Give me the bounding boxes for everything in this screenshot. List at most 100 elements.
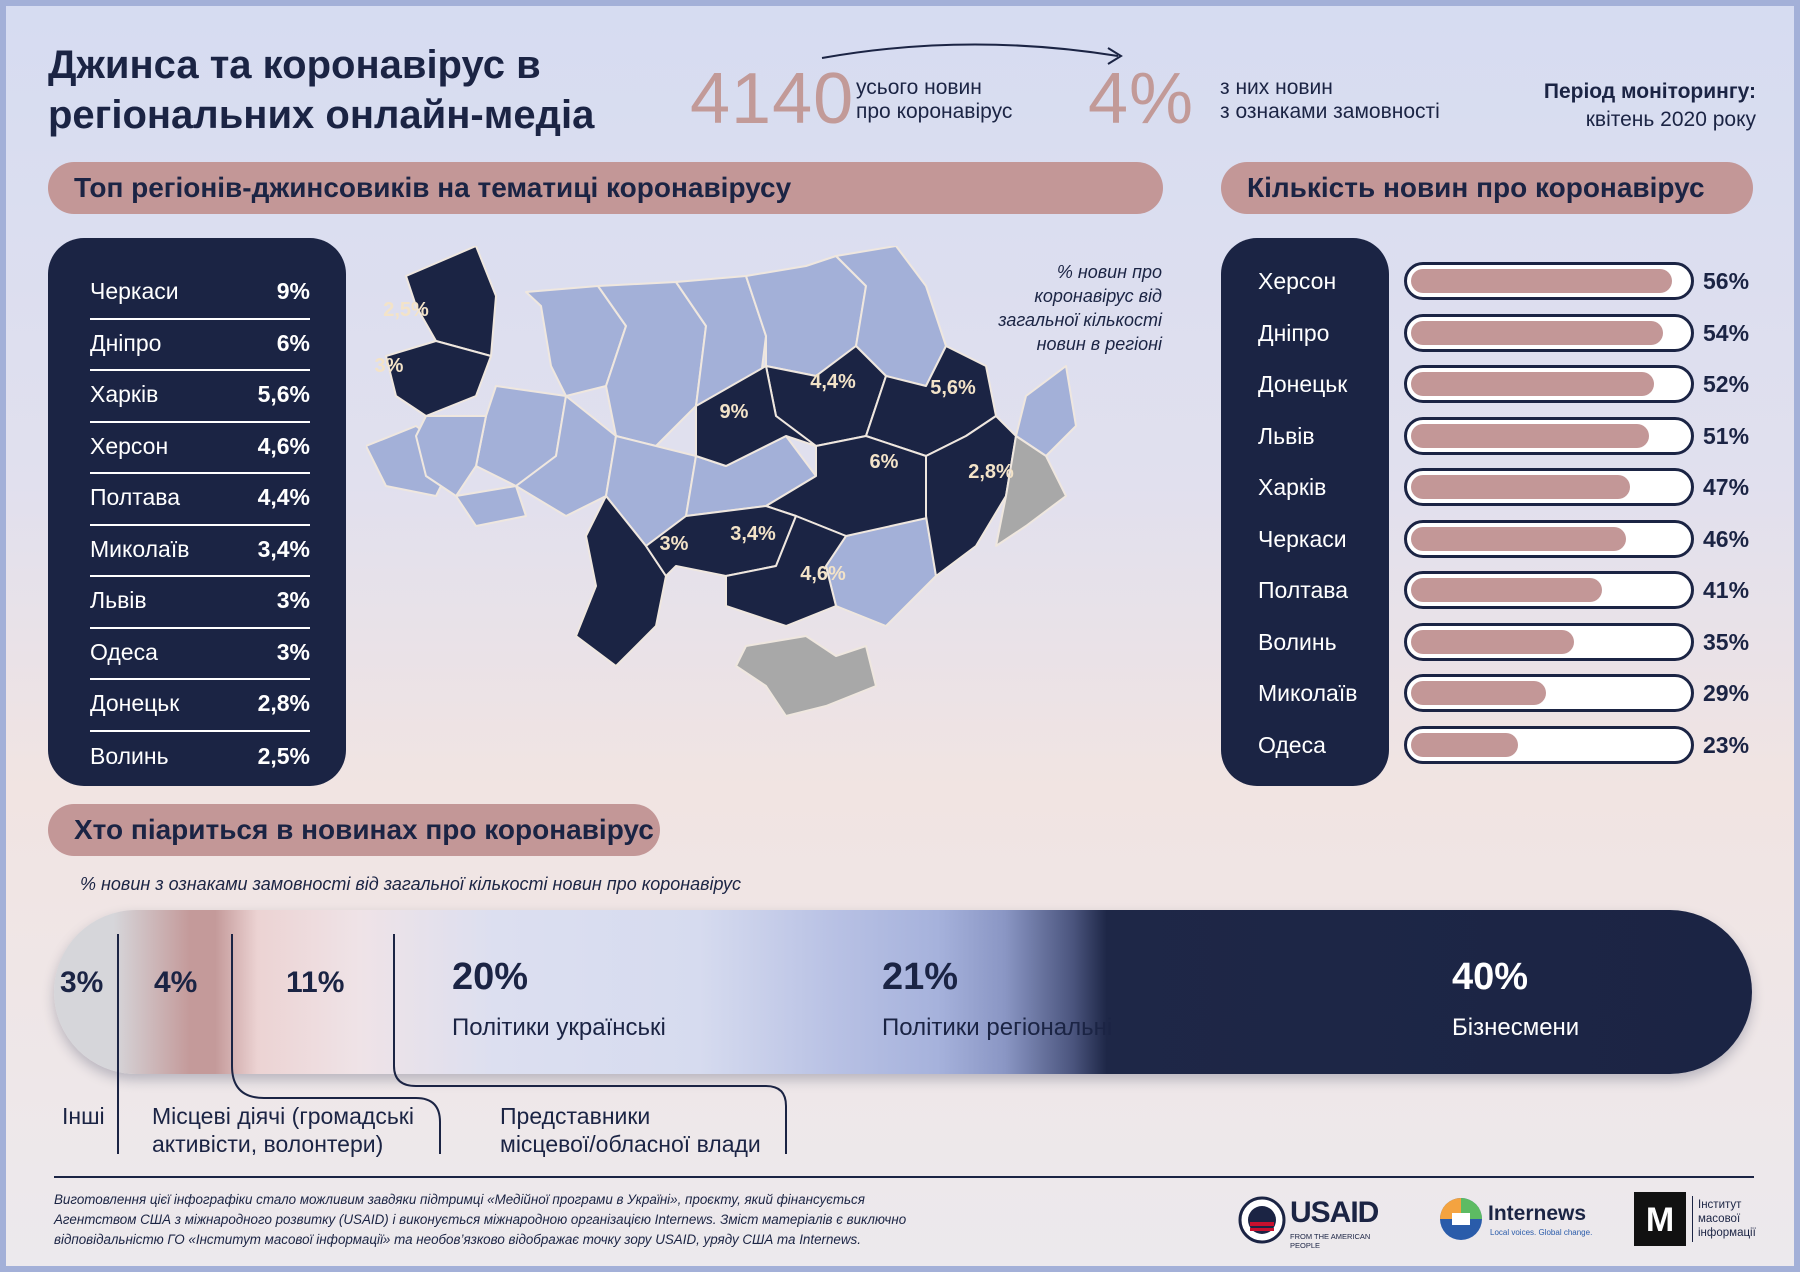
news-count-value: 47% (1703, 474, 1750, 500)
news-count-value: 56% (1703, 268, 1750, 294)
news-count-bar (1411, 578, 1602, 602)
imi-wordmark-line-3: інформації (1698, 1227, 1756, 1239)
pr-category-local-line-2: активісти, волонтери) (152, 1131, 384, 1157)
period-value: квітень 2020 року (1585, 108, 1756, 131)
news-count-bar-track (1404, 725, 1694, 764)
map-region-label: 9% (720, 401, 749, 423)
share-caption: з них новин з ознаками замовності (1220, 76, 1440, 124)
top-region-name: Харків (90, 381, 159, 408)
share-caption-line-2: з ознаками замовності (1220, 100, 1440, 123)
top-region-value: 2,8% (257, 690, 310, 717)
top-region-name: Херсон (90, 432, 169, 459)
pr-value-ukr: 20% (452, 956, 529, 998)
map-region-label: 6% (870, 451, 899, 473)
news-count-bar-track (1404, 313, 1694, 352)
news-count-bar (1411, 423, 1649, 448)
footer-line-1: Виготовлення цієї інфографіки стало можл… (54, 1192, 865, 1207)
news-count-value: 52% (1703, 371, 1750, 397)
top-region-value: 6% (276, 329, 310, 356)
top-region-value: 4,4% (257, 484, 310, 511)
imi-wordmark: Інститут масової інформації (1698, 1198, 1756, 1240)
top-region-name: Волинь (90, 742, 169, 769)
ukraine-map: 2,5% 3% 4,4% 5,6% 9% 6% 2,8% 3% 3,4% 4,6% (366, 246, 1077, 717)
internews-tagline: Local voices. Global change. (1490, 1228, 1593, 1237)
internews-wordmark: Internews (1488, 1202, 1587, 1225)
total-caption: усього новин про коронавірус (856, 76, 1012, 124)
imi-badge: М (1634, 1192, 1686, 1246)
top-regions-panel (48, 238, 346, 786)
internews-globe-icon (1440, 1198, 1482, 1240)
top-region-row: Миколаїв 3,4% (90, 526, 310, 577)
pr-category-local: Місцеві діячі (громадські активісти, вол… (152, 1102, 414, 1158)
top-region-row: Херсон 4,6% (90, 423, 310, 474)
map-region-label: 2,8% (968, 461, 1014, 483)
news-count-region: Дніпро (1258, 319, 1330, 346)
map-region-cherkasy (695, 365, 817, 467)
news-count-region: Волинь (1258, 628, 1337, 655)
pr-label-biz: Бізнесмени (1452, 1014, 1580, 1041)
footer-line-3: відповідальністю ГО «Інститут масової ін… (54, 1232, 861, 1247)
top-region-value: 4,6% (257, 432, 310, 459)
top-region-name: Миколаїв (90, 535, 190, 562)
news-count-bar (1411, 681, 1546, 705)
pr-label-reg: Політики регіональні (882, 1014, 1113, 1041)
imi-divider (1692, 1196, 1693, 1242)
map-region-label: 2,5% (383, 299, 429, 321)
map-region-kherson (725, 515, 847, 627)
pr-heading: Хто піариться в новинах про коронавірус (48, 804, 660, 856)
pr-value-reg: 21% (882, 956, 959, 998)
news-count-bar (1411, 269, 1672, 293)
news-count-value: 54% (1703, 319, 1750, 346)
pr-callout-lines (117, 934, 787, 1154)
pr-note: % новин з ознаками замовності від загаль… (80, 874, 741, 894)
top-region-row: Харків 5,6% (90, 371, 310, 423)
news-count-bar-track (1404, 674, 1694, 712)
map-region-lviv (385, 340, 492, 417)
map-legend-line-2: коронавірус від (1034, 286, 1162, 306)
top-region-name: Львів (90, 587, 147, 614)
top-region-row: Львів 3% (90, 577, 310, 629)
top-region-value: 2,5% (257, 742, 310, 769)
map-legend-line-3: загальної кількості (998, 310, 1162, 330)
news-count-region: Харків (1258, 474, 1327, 500)
map-region-chernivtsi (455, 485, 527, 527)
top-region-value: 3% (276, 587, 310, 614)
news-count-region: Львів (1258, 422, 1315, 449)
top-region-row: Одеса 3% (90, 629, 310, 680)
map-region-label: 4,6% (800, 563, 846, 585)
footer-line-2: Агентством США з міжнародного розвитку (… (54, 1212, 907, 1227)
pr-spectrum-bar (54, 910, 1752, 1074)
news-count-bar-track (1404, 622, 1694, 661)
top-region-name: Черкаси (90, 278, 179, 305)
news-count-value: 29% (1703, 680, 1750, 706)
top-region-row: Дніпро 6% (90, 320, 310, 371)
news-count-value: 23% (1703, 731, 1750, 758)
news-count-bar-track (1404, 571, 1694, 609)
news-count-bar (1411, 372, 1654, 396)
pr-category-gov: Представники місцевої/обласної влади (500, 1102, 761, 1158)
news-count-bar (1411, 475, 1630, 499)
map-region-label: 3% (375, 355, 404, 377)
news-count-heading: Кількість новин про коронавірус (1221, 162, 1753, 214)
usaid-wordmark: USAID (1290, 1196, 1379, 1229)
period-label: Період моніторингу: (1543, 80, 1756, 103)
top-region-name: Одеса (90, 638, 158, 665)
total-count: 4140 (690, 59, 855, 139)
top-region-row: Черкаси 9% (90, 268, 310, 320)
imi-wordmark-line-2: масової (1698, 1213, 1741, 1225)
map-region-label: 3,4% (730, 523, 776, 545)
top-region-value: 5,6% (257, 381, 310, 408)
top-region-name: Дніпро (90, 329, 162, 356)
map-region-luhansk (1015, 365, 1077, 457)
pr-category-local-line-1: Місцеві діячі (громадські (152, 1103, 414, 1129)
pr-value-other: 3% (60, 966, 104, 999)
top-regions-heading: Топ регіонів-джинсовиків на тематиці кор… (48, 162, 1163, 214)
page-title: Джинса та коронавірус в регіональних онл… (48, 40, 688, 140)
news-count-region: Херсон (1258, 268, 1337, 294)
pr-category-gov-line-1: Представники (500, 1103, 651, 1129)
map-region-zhytomyr (597, 281, 707, 447)
usaid-seal-icon (1238, 1196, 1286, 1244)
pr-value-local: 4% (154, 966, 198, 999)
footer-disclaimer: Виготовлення цієї інфографіки стало можл… (54, 1190, 934, 1250)
news-count-bar-track (1404, 365, 1694, 403)
